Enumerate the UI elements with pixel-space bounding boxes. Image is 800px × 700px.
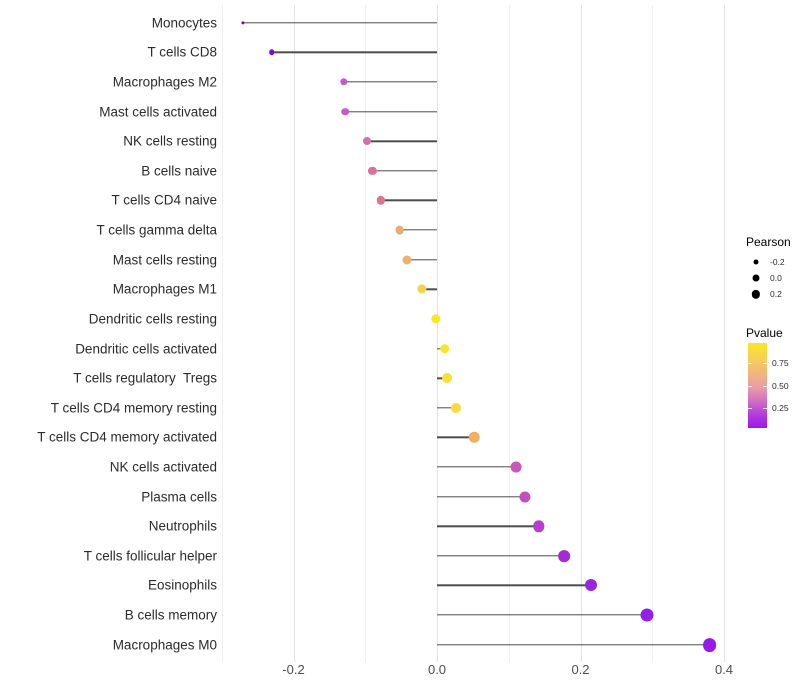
lollipop-dot [469, 432, 480, 443]
x-axis-tick-label: -0.2 [282, 662, 305, 677]
y-axis-label: NK cells activated [109, 459, 217, 475]
colorbar-tick [763, 385, 767, 387]
major-gridline [293, 5, 295, 662]
lollipop-dot [395, 225, 405, 235]
y-axis-label: T cells follicular helper [83, 548, 217, 564]
lollipop-dot [440, 343, 450, 354]
lollipop-stem [437, 614, 648, 616]
lollipop-dot [533, 520, 545, 532]
lollipop-stem [271, 51, 437, 54]
size-legend-dot [753, 259, 759, 265]
lollipop-stem [343, 81, 437, 83]
y-axis-label: Dendritic cells activated [75, 340, 217, 356]
lollipop-stem [437, 377, 448, 379]
y-axis-label: Macrophages M0 [112, 636, 217, 652]
lollipop-dot [376, 196, 386, 205]
pvalue-colorbar-label: 0.25 [772, 402, 789, 413]
lollipop-stem [243, 21, 437, 24]
lollipop-dot [442, 373, 452, 384]
lollipop-dot [269, 49, 275, 56]
lollipop-dot [241, 21, 245, 25]
y-axis-label: Macrophages M2 [112, 74, 217, 90]
lollipop-dot [510, 461, 522, 473]
major-gridline [580, 5, 582, 662]
size-legend-label: -0.2 [770, 257, 785, 268]
y-axis-label: B cells naive [141, 163, 217, 179]
lollipop-dot [640, 608, 654, 622]
colorbar-tick [748, 408, 752, 409]
colorbar-tick [748, 363, 752, 365]
lollipop-dot [450, 402, 461, 413]
y-axis-label: NK cells resting [123, 133, 217, 149]
lollipop-dot [363, 137, 372, 146]
major-gridline [437, 5, 438, 662]
lollipop-dot [402, 255, 412, 265]
lollipop-stem [406, 258, 437, 261]
lollipop-stem [372, 170, 437, 172]
lollipop-dot [368, 166, 377, 175]
size-legend-title: Pearson [746, 235, 791, 249]
lollipop-dot [417, 284, 427, 294]
y-axis-label: Monocytes [151, 14, 217, 30]
lollipop-stem [437, 436, 475, 439]
pvalue-colorbar-label: 0.50 [772, 380, 789, 391]
colorbar-tick [763, 408, 767, 409]
lollipop-dot [341, 107, 349, 116]
lollipop-stem [367, 140, 437, 142]
size-legend-dot [752, 274, 760, 282]
lollipop-stem [437, 407, 456, 409]
lollipop-stem [345, 110, 437, 113]
lollipop-stem [437, 584, 592, 587]
size-legend-label: 0.0 [770, 273, 782, 284]
lollipop-dot [519, 491, 531, 503]
lollipop-stem [437, 555, 564, 557]
x-axis-tick-label: 0.4 [714, 662, 734, 677]
x-axis-tick-label: 0.2 [571, 662, 590, 677]
y-axis-label: Plasma cells [141, 488, 217, 504]
y-axis-label: T cells regulatory Tregs [73, 370, 217, 386]
lollipop-dot [430, 314, 441, 324]
lollipop-stem [437, 466, 516, 468]
lollipop-dot [702, 637, 717, 652]
pvalue-colorbar [748, 343, 767, 428]
y-axis-label: T cells CD4 memory resting [50, 400, 217, 415]
y-axis-label: T cells gamma delta [96, 222, 217, 238]
lollipop-stem [437, 644, 710, 646]
colorbar-tick [763, 363, 767, 365]
pvalue-colorbar-label: 0.75 [772, 358, 789, 369]
lollipop-stem [381, 199, 437, 202]
y-axis-label: Macrophages M1 [112, 281, 217, 297]
color-legend-title: Pvalue [746, 326, 783, 340]
lollipop-dot [585, 579, 598, 592]
size-legend-dot [751, 290, 761, 299]
lollipop-stem [437, 525, 539, 527]
minor-gridline [508, 5, 510, 662]
lollipop-dot [558, 550, 570, 562]
y-axis-label: Mast cells activated [99, 103, 217, 119]
lollipop-dot [340, 78, 348, 86]
y-axis-label: T cells CD8 [147, 44, 217, 60]
y-axis-label: Dendritic cells resting [88, 311, 217, 327]
y-axis-label: Mast cells resting [112, 251, 217, 267]
lollipop-stem [421, 288, 437, 290]
minor-gridline [652, 5, 654, 662]
y-axis-label: T cells CD4 memory activated [37, 429, 217, 445]
minor-gridline [365, 5, 367, 662]
major-gridline [724, 5, 725, 662]
minor-gridline [221, 5, 223, 662]
colorbar-tick [748, 385, 752, 387]
size-legend-label: 0.2 [770, 289, 782, 300]
y-axis-label: Eosinophils [147, 577, 217, 593]
y-axis-label: Neutrophils [148, 518, 217, 534]
y-axis-label: B cells memory [124, 607, 217, 623]
lollipop-stem [399, 229, 437, 231]
lollipop-stem [437, 495, 526, 498]
x-axis-tick-label: 0.0 [427, 662, 447, 677]
y-axis-label: T cells CD4 naive [111, 192, 217, 208]
